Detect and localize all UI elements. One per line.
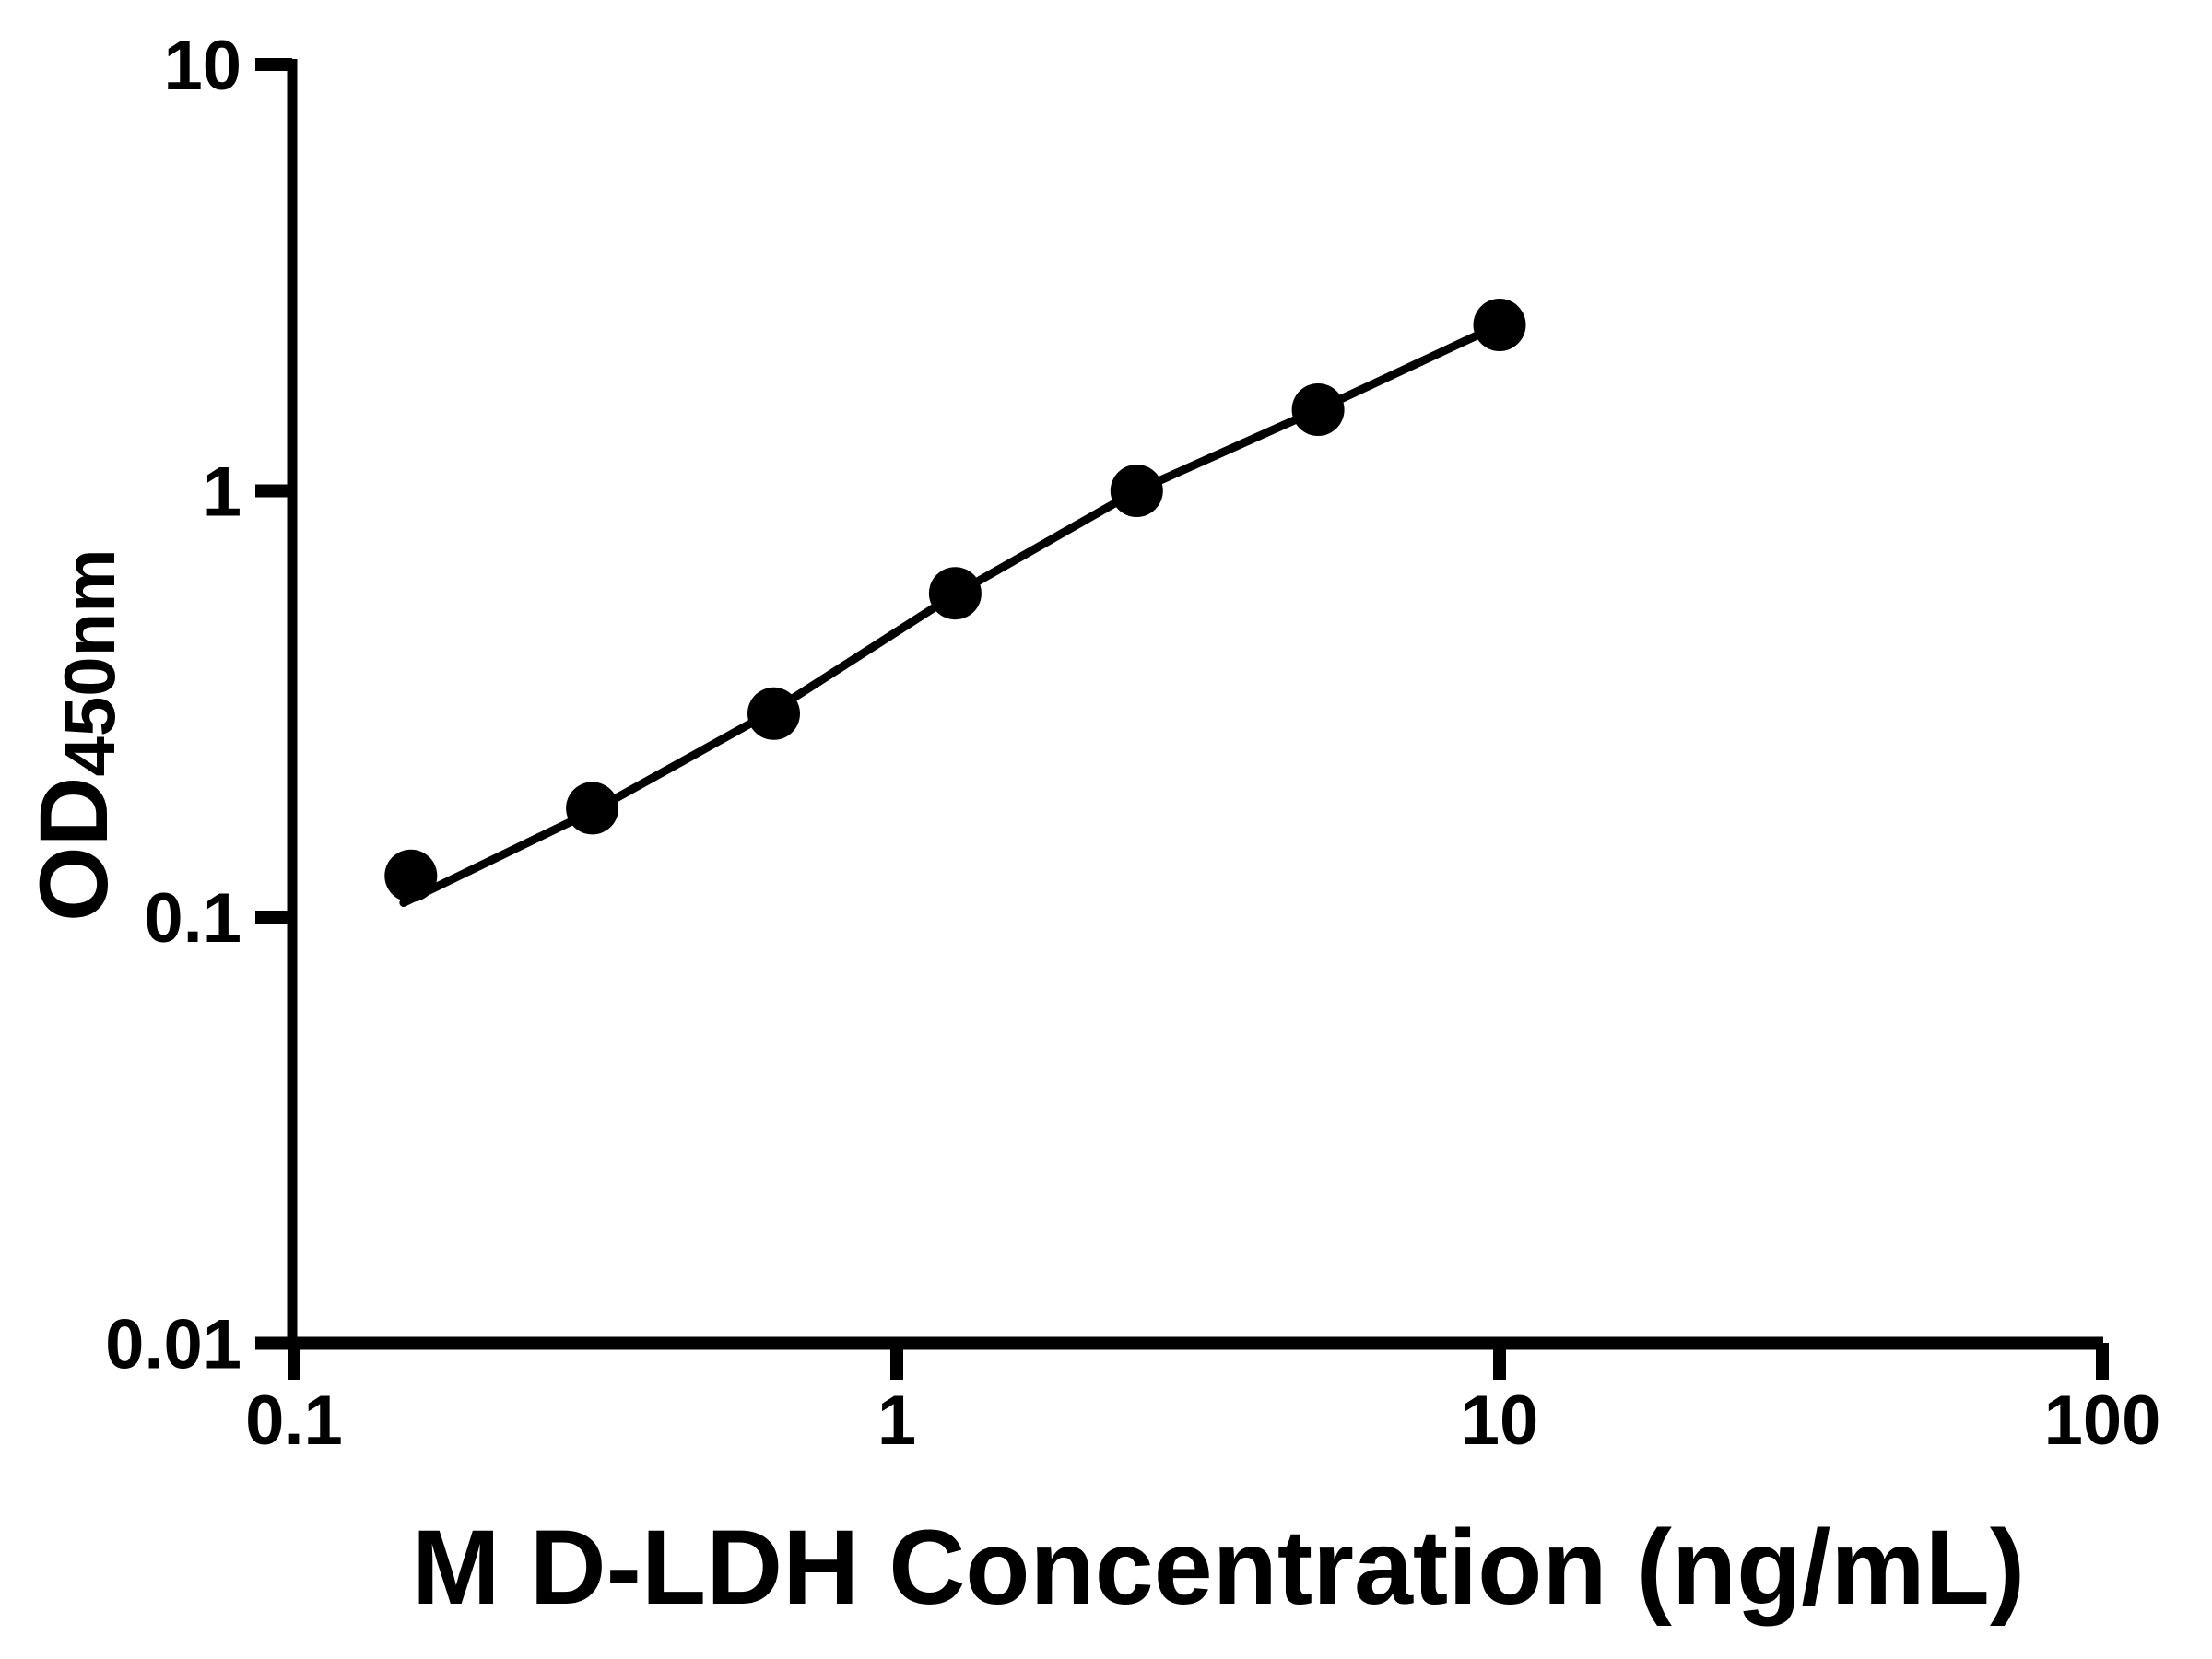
y-axis-ticks bbox=[255, 58, 292, 1350]
y-axis-tick-labels: 10 1 0.1 0.01 bbox=[105, 27, 241, 1384]
y-tick-label-0.1: 0.1 bbox=[144, 879, 241, 958]
x-tick-label-10: 10 bbox=[1461, 1382, 1539, 1460]
x-axis-ticks bbox=[288, 1343, 2109, 1380]
data-point-5 bbox=[1110, 465, 1163, 517]
y-tick-label-0.01: 0.01 bbox=[105, 1306, 241, 1384]
x-tick-label-1: 1 bbox=[877, 1382, 916, 1460]
y-axis-title-main: OD bbox=[20, 777, 128, 923]
data-point-7 bbox=[1473, 299, 1526, 351]
data-point-1 bbox=[384, 849, 438, 902]
y-tick-label-1: 1 bbox=[203, 453, 241, 532]
x-tick-label-0.1: 0.1 bbox=[245, 1382, 343, 1460]
data-point-6 bbox=[1291, 383, 1345, 436]
x-tick-label-100: 100 bbox=[2044, 1382, 2161, 1460]
data-point-3 bbox=[747, 687, 800, 740]
data-point-2 bbox=[566, 782, 619, 835]
data-points bbox=[384, 299, 1526, 902]
y-axis-title-subscript: 450nm bbox=[49, 548, 130, 776]
y-tick-label-10: 10 bbox=[163, 27, 241, 105]
y-axis-title: OD450nm bbox=[20, 548, 130, 922]
x-axis-title: M D-LDH Concentration (ng/mL) bbox=[412, 1509, 2025, 1627]
data-point-4 bbox=[928, 567, 982, 620]
x-axis-tick-labels: 0.1 1 10 100 bbox=[245, 1382, 2160, 1460]
